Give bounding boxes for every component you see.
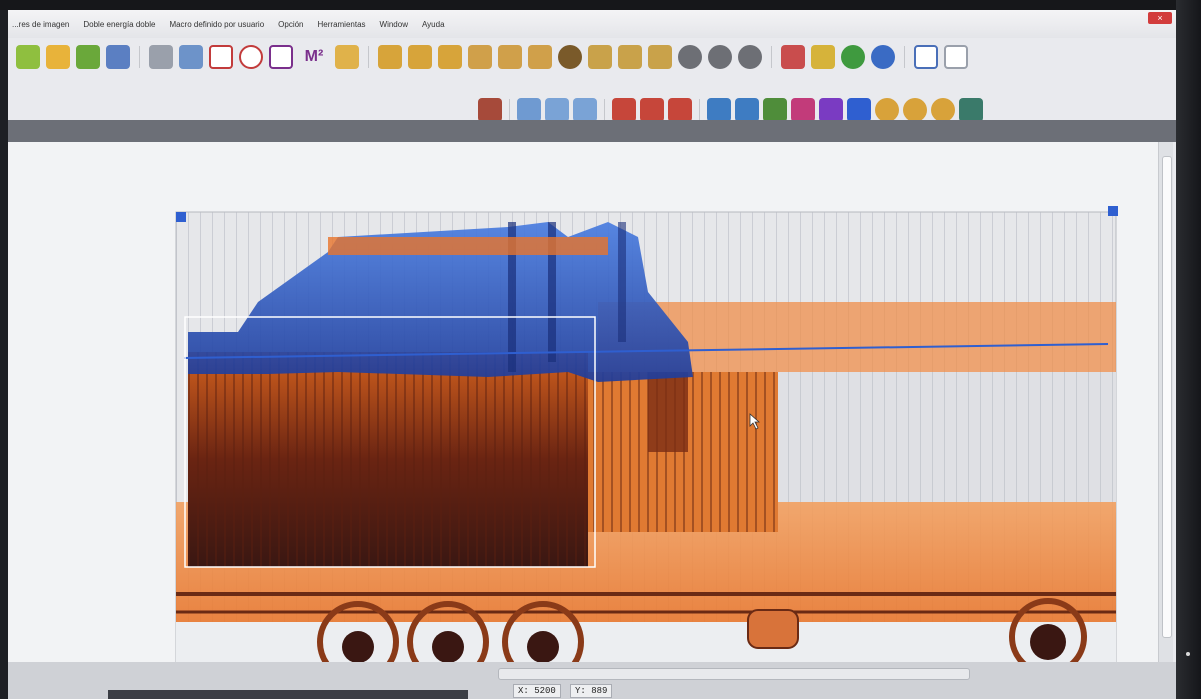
x-coordinate-readout: X: 5200 xyxy=(513,684,561,698)
toolbar-separator xyxy=(699,99,700,121)
zoom-fit-icon[interactable] xyxy=(648,45,672,69)
wheel-group-right xyxy=(1009,598,1087,662)
taskbar-preview xyxy=(108,690,468,699)
monitor-icon[interactable] xyxy=(179,45,203,69)
menu-ayuda[interactable]: Ayuda xyxy=(421,19,445,29)
wheel-group-left xyxy=(317,601,584,662)
monitor-bezel xyxy=(1176,0,1201,699)
toolbar-separator xyxy=(368,46,369,68)
rotate-180-icon[interactable] xyxy=(438,45,462,69)
toolbar-separator xyxy=(904,46,905,68)
toolbar-separator xyxy=(509,99,510,121)
flip-horizontal-icon[interactable] xyxy=(468,45,492,69)
monitor-top-bezel xyxy=(0,0,1201,10)
palette-blue-icon[interactable] xyxy=(847,98,871,122)
help-icon[interactable] xyxy=(871,45,895,69)
filter-3-icon[interactable] xyxy=(738,45,762,69)
line-chart-icon[interactable] xyxy=(914,45,938,69)
camera-2-icon[interactable] xyxy=(573,98,597,122)
selection-rectangle xyxy=(184,316,596,568)
toolbar-separator xyxy=(771,46,772,68)
color-mode-2-icon[interactable] xyxy=(903,98,927,122)
hand-yellow-icon[interactable] xyxy=(46,45,70,69)
histogram-icon[interactable] xyxy=(478,98,502,122)
exit-icon[interactable] xyxy=(781,45,805,69)
view-2-icon[interactable] xyxy=(640,98,664,122)
menu-bar: ...res de imagen Doble energía doble Mac… xyxy=(8,10,1176,38)
color-mode-1-icon[interactable] xyxy=(875,98,899,122)
view-3-icon[interactable] xyxy=(668,98,692,122)
mouse-cursor-icon xyxy=(749,413,761,430)
scanner-icon[interactable] xyxy=(149,45,173,69)
close-button[interactable]: × xyxy=(1148,12,1172,24)
menu-imagen[interactable]: ...res de imagen xyxy=(12,19,70,29)
menu-window[interactable]: Window xyxy=(379,19,408,29)
angle-tool-icon[interactable] xyxy=(239,45,263,69)
xray-scan-image xyxy=(175,206,1118,662)
power-led-icon xyxy=(1186,652,1190,656)
vertical-scroll-thumb[interactable] xyxy=(1162,156,1172,638)
menu-herramientas[interactable]: Herramientas xyxy=(317,19,366,29)
filter-1-icon[interactable] xyxy=(678,45,702,69)
palette-purple-icon[interactable] xyxy=(819,98,843,122)
camera-1-icon[interactable] xyxy=(545,98,569,122)
image-toolbar xyxy=(478,94,1038,126)
bottle-icon[interactable] xyxy=(76,45,100,69)
hand-green-icon[interactable] xyxy=(16,45,40,69)
toolbar-separator xyxy=(139,46,140,68)
menu-doble-energia[interactable]: Doble energía doble xyxy=(83,19,156,29)
zoom-in-icon[interactable] xyxy=(588,45,612,69)
palette-gray-icon[interactable] xyxy=(707,98,731,122)
key-icon[interactable] xyxy=(811,45,835,69)
y-coordinate-readout: Y: 889 xyxy=(570,684,613,698)
image-tab-strip xyxy=(8,120,1176,142)
palette-magenta-icon[interactable] xyxy=(791,98,815,122)
lens-icon[interactable] xyxy=(558,45,582,69)
palette-green-icon[interactable] xyxy=(763,98,787,122)
main-toolbar: M² xyxy=(16,40,1166,74)
filter-2-icon[interactable] xyxy=(708,45,732,69)
palette-invert-icon[interactable] xyxy=(735,98,759,122)
horizontal-scrollbar[interactable] xyxy=(498,668,970,680)
xray-image-viewport[interactable] xyxy=(8,142,1158,662)
status-bar: X: 5200 Y: 889 xyxy=(8,662,1176,699)
mirror-icon[interactable] xyxy=(528,45,552,69)
vertical-scrollbar[interactable] xyxy=(1158,142,1173,662)
view-1-icon[interactable] xyxy=(612,98,636,122)
metal-region xyxy=(188,222,693,382)
area-measure-icon[interactable]: M² xyxy=(304,48,324,65)
grid-icon[interactable] xyxy=(944,45,968,69)
hand-blue-icon[interactable] xyxy=(106,45,130,69)
toolbar-separator xyxy=(604,99,605,121)
menu-macro[interactable]: Macro definido por usuario xyxy=(169,19,265,29)
rectangle-tool-icon[interactable] xyxy=(209,45,233,69)
rotate-left-icon[interactable] xyxy=(378,45,402,69)
window-controls: × xyxy=(1148,12,1172,24)
link-icon[interactable] xyxy=(517,98,541,122)
screenshot-icon[interactable] xyxy=(959,98,983,122)
info-icon[interactable] xyxy=(841,45,865,69)
rotate-right-icon[interactable] xyxy=(408,45,432,69)
menu-opcion[interactable]: Opción xyxy=(278,19,304,29)
pencil-tool-icon[interactable] xyxy=(269,45,293,69)
zoom-out-icon[interactable] xyxy=(618,45,642,69)
color-mode-3-icon[interactable] xyxy=(931,98,955,122)
application-window: ...res de imagen Doble energía doble Mac… xyxy=(8,10,1176,699)
ruler-icon[interactable] xyxy=(335,45,359,69)
flip-vertical-icon[interactable] xyxy=(498,45,522,69)
